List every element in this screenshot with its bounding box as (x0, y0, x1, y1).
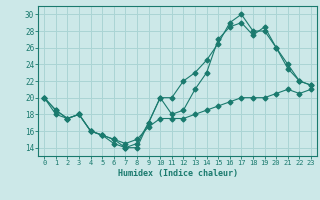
X-axis label: Humidex (Indice chaleur): Humidex (Indice chaleur) (118, 169, 238, 178)
